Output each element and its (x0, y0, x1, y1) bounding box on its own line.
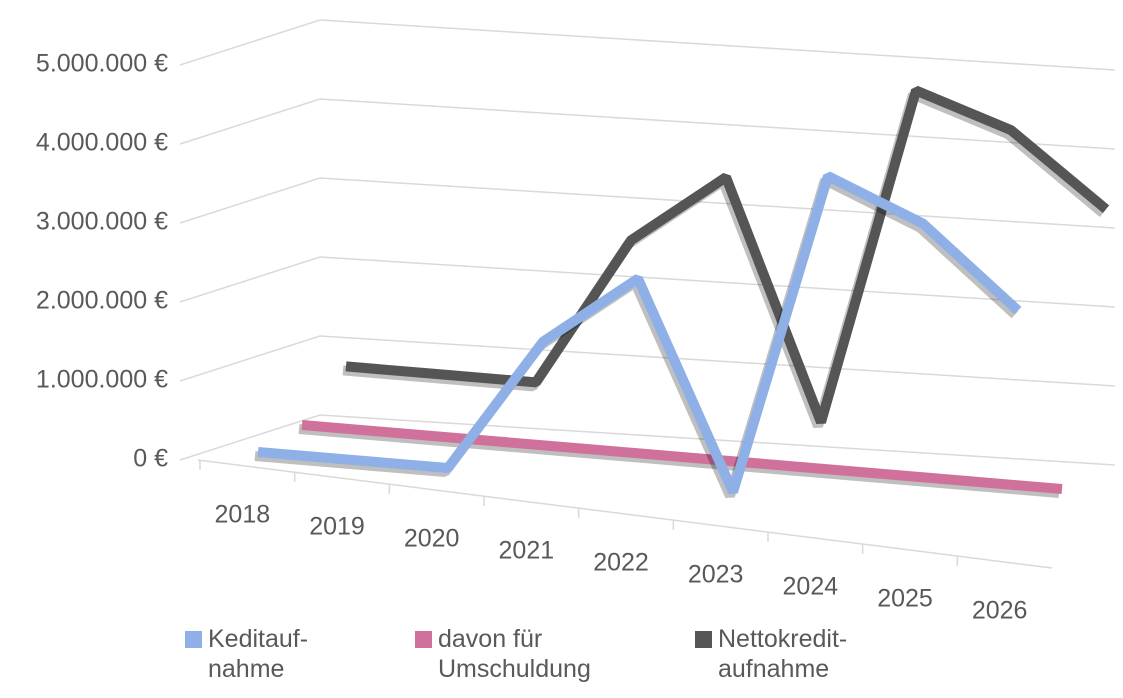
grid-line (179, 98, 1116, 150)
x-tick-label: 2026 (972, 597, 1028, 620)
series-line (257, 171, 1022, 495)
y-tick-label: 0 € (133, 445, 168, 473)
legend-swatch (185, 631, 202, 648)
grid-line (179, 256, 1116, 308)
legend-swatch (415, 631, 432, 648)
legend-label: Nettokredit-aufnahme (718, 625, 848, 683)
legend-label: davon für Umschuldung (438, 625, 591, 683)
x-tick-label: 2019 (309, 513, 365, 541)
y-tick-label: 2.000.000 € (36, 287, 168, 315)
series-line (345, 85, 1110, 425)
grid-line (179, 19, 1116, 71)
x-tick-label: 2020 (404, 525, 460, 553)
y-tick-label: 5.000.000 € (36, 50, 168, 78)
y-tick-label: 3.000.000 € (36, 208, 168, 236)
y-tick-label: 4.000.000 € (36, 129, 168, 157)
x-tick-label: 2025 (877, 585, 933, 613)
x-axis (197, 459, 1053, 569)
x-tick-label: 2021 (499, 537, 555, 565)
grid-line (179, 414, 1116, 466)
legend-label: Keditauf-nahme (208, 625, 309, 683)
x-tick-label: 2023 (688, 561, 744, 589)
plot: 0 € 1.000.000 € 2.000.000 € 3.000.000 € 4.00… (36, 19, 1116, 625)
x-tick-label: 2022 (593, 549, 649, 577)
grid-line (179, 335, 1116, 387)
x-tick-label: 2018 (215, 501, 271, 529)
grid-line (179, 177, 1116, 229)
x-tick-label: 2024 (783, 573, 839, 601)
series-line (301, 420, 1063, 494)
y-tick-label: 1.000.000 € (36, 366, 168, 394)
legend: Keditauf-nahme davon für Umschuldung Netto… (185, 624, 1085, 698)
legend-swatch (695, 631, 712, 648)
